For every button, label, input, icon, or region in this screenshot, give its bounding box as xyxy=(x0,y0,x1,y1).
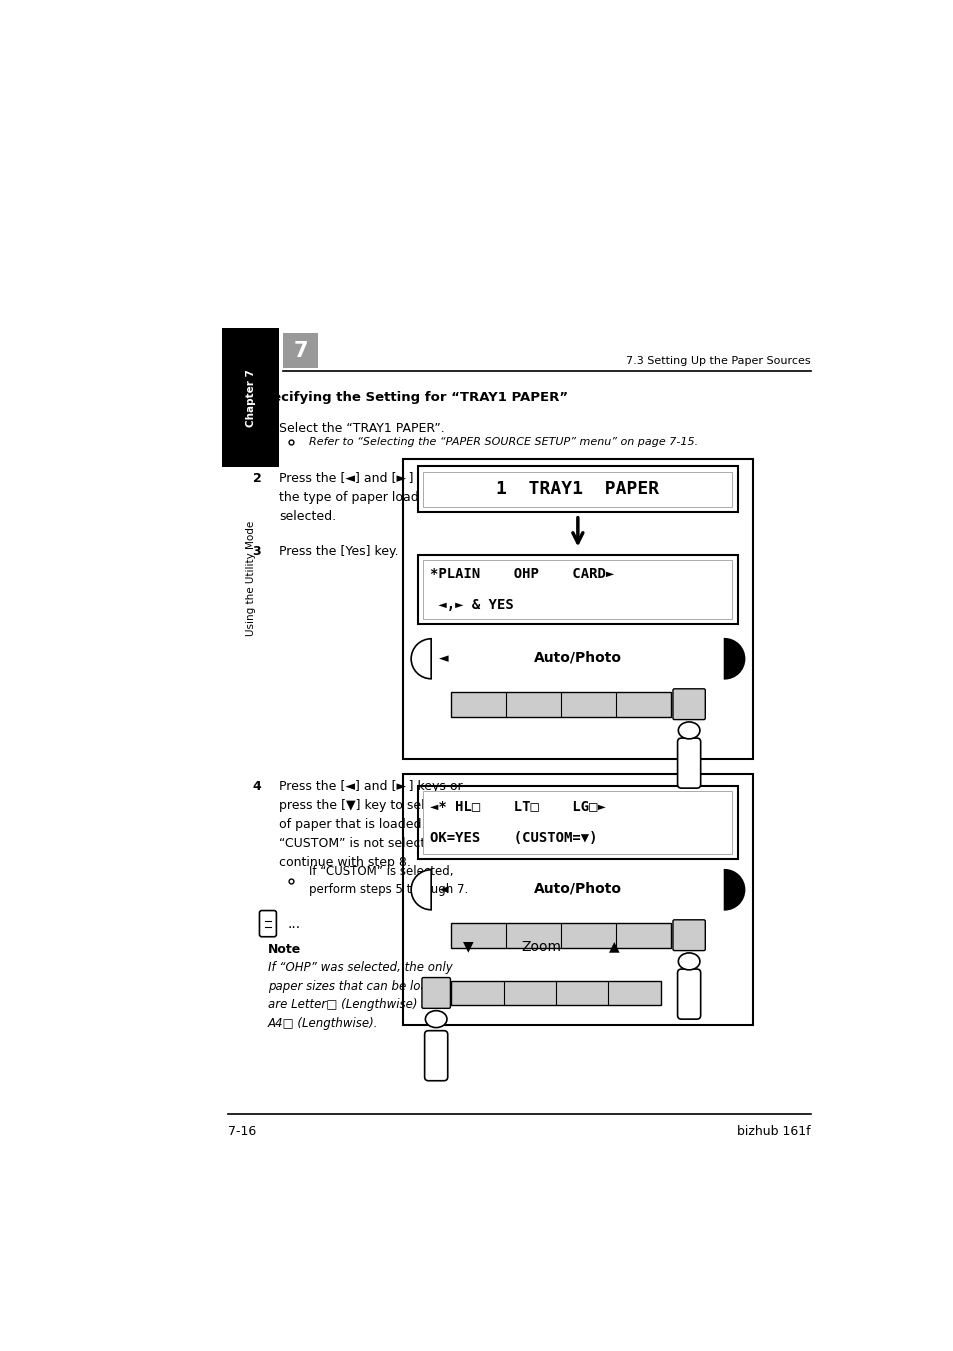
FancyBboxPatch shape xyxy=(417,466,737,512)
Text: Chapter 7: Chapter 7 xyxy=(245,369,255,427)
FancyBboxPatch shape xyxy=(451,981,659,1005)
Text: If “CUSTOM” is selected,
perform steps 5 through 7.: If “CUSTOM” is selected, perform steps 5… xyxy=(309,865,468,896)
Wedge shape xyxy=(411,639,431,678)
FancyBboxPatch shape xyxy=(221,328,279,467)
Text: ◄: ◄ xyxy=(438,653,448,665)
Text: If “OHP” was selected, the only
paper sizes that can be loaded
are Letter□ (Leng: If “OHP” was selected, the only paper si… xyxy=(268,962,453,1029)
Ellipse shape xyxy=(678,952,700,970)
Text: Press the [◄] and [► ] keys or
press the [▼] key to select the size
of paper tha: Press the [◄] and [► ] keys or press the… xyxy=(279,781,497,870)
Ellipse shape xyxy=(425,1011,447,1028)
Text: ►: ► xyxy=(707,653,717,665)
Text: ...: ... xyxy=(287,916,300,931)
Text: Select the “TRAY1 PAPER”.: Select the “TRAY1 PAPER”. xyxy=(279,423,445,435)
Text: Press the [Yes] key.: Press the [Yes] key. xyxy=(279,544,398,558)
Text: 7.3 Setting Up the Paper Sources: 7.3 Setting Up the Paper Sources xyxy=(625,355,810,366)
FancyBboxPatch shape xyxy=(451,692,670,716)
Text: Auto/Photo: Auto/Photo xyxy=(534,650,621,665)
Text: 1: 1 xyxy=(253,423,261,435)
Wedge shape xyxy=(723,639,743,678)
Text: bizhub 161f: bizhub 161f xyxy=(737,1125,810,1138)
Text: 7: 7 xyxy=(294,340,308,361)
Text: Auto/Photo: Auto/Photo xyxy=(534,881,621,896)
FancyBboxPatch shape xyxy=(402,774,752,1024)
Text: Using the Utility Mode: Using the Utility Mode xyxy=(245,521,255,636)
Text: 3: 3 xyxy=(253,544,261,558)
FancyBboxPatch shape xyxy=(677,738,700,788)
Text: 1  TRAY1  PAPER: 1 TRAY1 PAPER xyxy=(496,481,659,499)
Ellipse shape xyxy=(678,721,700,739)
FancyBboxPatch shape xyxy=(421,978,450,1008)
FancyBboxPatch shape xyxy=(402,458,752,759)
Text: *PLAIN    OHP    CARD►: *PLAIN OHP CARD► xyxy=(429,567,613,581)
FancyBboxPatch shape xyxy=(424,1031,447,1081)
Text: Specifying the Setting for “TRAY1 PAPER”: Specifying the Setting for “TRAY1 PAPER” xyxy=(253,390,567,404)
FancyBboxPatch shape xyxy=(417,786,737,859)
Text: ▼: ▼ xyxy=(462,940,473,954)
Text: ▲: ▲ xyxy=(608,940,619,954)
FancyBboxPatch shape xyxy=(451,923,670,947)
Text: Refer to “Selecting the “PAPER SOURCE SETUP” menu” on page 7-15.: Refer to “Selecting the “PAPER SOURCE SE… xyxy=(309,436,698,447)
Wedge shape xyxy=(411,870,431,909)
FancyBboxPatch shape xyxy=(423,561,732,619)
Text: ►: ► xyxy=(707,884,717,896)
Text: 7-16: 7-16 xyxy=(228,1125,255,1138)
Text: ◄: ◄ xyxy=(438,884,448,896)
FancyBboxPatch shape xyxy=(423,792,732,854)
Text: Zoom: Zoom xyxy=(520,940,560,954)
Text: Note: Note xyxy=(268,943,301,957)
Wedge shape xyxy=(723,870,743,909)
FancyBboxPatch shape xyxy=(672,689,704,720)
Text: OK=YES    (CUSTOM=▼): OK=YES (CUSTOM=▼) xyxy=(429,831,597,846)
Text: ◄,► & YES: ◄,► & YES xyxy=(429,598,513,612)
FancyBboxPatch shape xyxy=(259,911,276,936)
Text: 2: 2 xyxy=(253,473,261,485)
FancyBboxPatch shape xyxy=(417,555,737,624)
Text: ◄* HL□    LT□    LG□►: ◄* HL□ LT□ LG□► xyxy=(429,800,605,813)
Text: Press the [◄] and [► ] keys until
the type of paper loaded is
selected.: Press the [◄] and [► ] keys until the ty… xyxy=(279,473,477,523)
Text: 4: 4 xyxy=(253,781,261,793)
FancyBboxPatch shape xyxy=(677,969,700,1019)
FancyBboxPatch shape xyxy=(283,334,317,369)
FancyBboxPatch shape xyxy=(672,920,704,951)
FancyBboxPatch shape xyxy=(423,471,732,507)
